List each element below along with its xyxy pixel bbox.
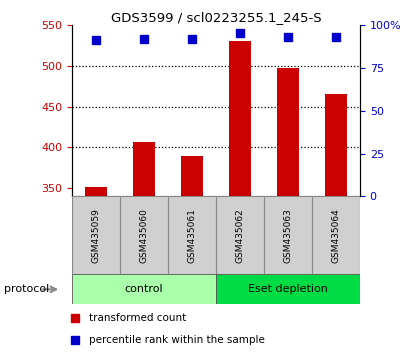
Text: GSM435063: GSM435063: [284, 208, 292, 263]
Bar: [229, 41, 251, 196]
Bar: [216, 196, 264, 274]
Text: GSM435060: GSM435060: [140, 208, 148, 263]
Bar: [72, 274, 216, 304]
Bar: [168, 196, 216, 274]
Bar: [264, 196, 312, 274]
Bar: [120, 196, 168, 274]
Bar: [85, 188, 107, 196]
Text: protocol: protocol: [4, 284, 49, 295]
Text: Eset depletion: Eset depletion: [248, 284, 328, 295]
Text: transformed count: transformed count: [89, 313, 186, 323]
Bar: [277, 68, 299, 196]
Text: percentile rank within the sample: percentile rank within the sample: [89, 335, 265, 345]
Bar: [216, 274, 360, 304]
Text: GSM435061: GSM435061: [188, 208, 196, 263]
Text: GSM435064: GSM435064: [332, 208, 340, 263]
Text: GSM435062: GSM435062: [236, 208, 244, 263]
Text: control: control: [125, 284, 163, 295]
Bar: [312, 196, 360, 274]
Bar: [181, 156, 203, 196]
Text: GSM435059: GSM435059: [92, 208, 100, 263]
Bar: [325, 94, 347, 196]
Title: GDS3599 / scl0223255.1_245-S: GDS3599 / scl0223255.1_245-S: [111, 11, 321, 24]
Bar: [133, 142, 155, 196]
Bar: [72, 196, 120, 274]
